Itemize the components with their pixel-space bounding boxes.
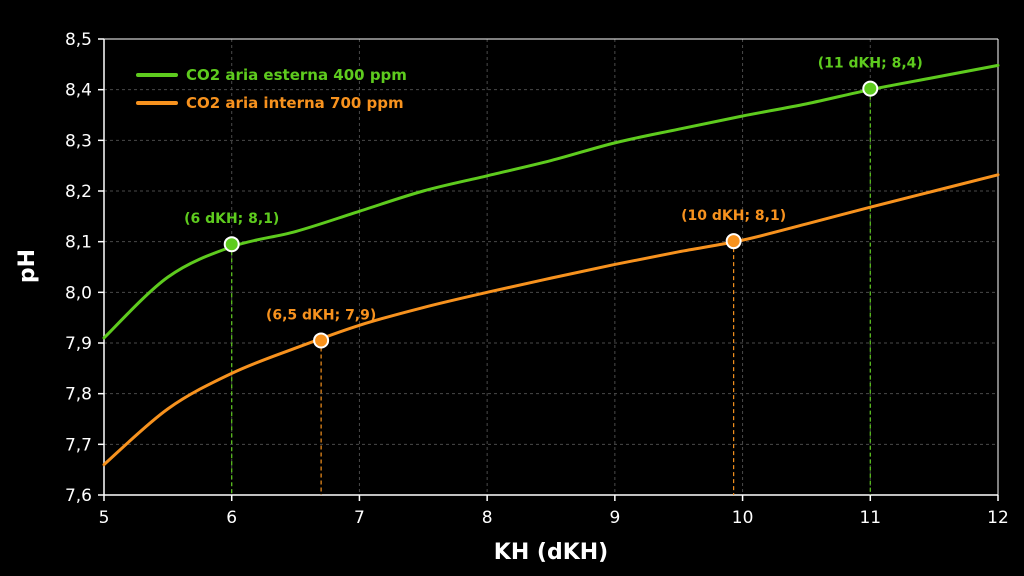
legend: CO2 aria esterna 400 ppm CO2 aria intern… [136,66,407,112]
y-tick-label-7: 8,3 [65,131,92,151]
highlight-point-1 [862,80,879,97]
y-tick-label-3: 7,9 [65,334,92,354]
legend-label-series-1: CO2 aria interna 700 ppm [186,94,404,112]
series-line-0 [102,63,1000,340]
point-label-1: (11 dKH; 8,4) [818,56,923,72]
x-tick-label-2: 7 [354,508,365,528]
point-label-0: (6 dKH; 8,1) [184,211,279,227]
highlight-point-0 [223,236,240,253]
tick-labels: 7,6 7,7 7,8 7,9 8,0 8,1 8,2 8,3 8,4 8,5 5 6 7 8 9 10 11 1… [65,30,1009,528]
x-tick-label-1: 6 [226,508,237,528]
x-tick-label-5: 10 [732,508,754,528]
x-tick-label-7: 12 [987,508,1009,528]
drop-lines [231,88,871,495]
y-axis-title: pH [15,249,40,283]
y-tick-label-0: 7,6 [65,486,92,506]
highlight-point-3 [725,233,742,250]
x-tick-label-4: 9 [609,508,620,528]
y-tick-label-1: 7,7 [65,435,92,455]
y-tick-label-8: 8,4 [65,81,92,101]
highlight-point-2 [313,332,330,349]
legend-label-series-0: CO2 aria esterna 400 ppm [186,66,407,84]
y-tick-label-5: 8,1 [65,233,92,253]
highlight-points: (6 dKH; 8,1) (11 dKH; 8,4) (6,5 dKH; 7,9) (… [184,56,923,349]
series-line-1 [102,173,1000,467]
y-tick-label-9: 8,5 [65,30,92,50]
axes [98,38,999,501]
y-tick-label-6: 8,2 [65,182,92,202]
x-axis-title: KH (dKH) [494,540,608,565]
point-label-3: (10 dKH; 8,1) [681,208,786,224]
point-label-2: (6,5 dKH; 7,9) [266,307,376,323]
x-tick-label-3: 8 [482,508,493,528]
x-tick-label-6: 11 [859,508,881,528]
x-tick-label-0: 5 [99,508,110,528]
y-tick-label-4: 8,0 [65,283,92,303]
series-lines [102,63,1000,467]
y-tick-label-2: 7,8 [65,385,92,405]
